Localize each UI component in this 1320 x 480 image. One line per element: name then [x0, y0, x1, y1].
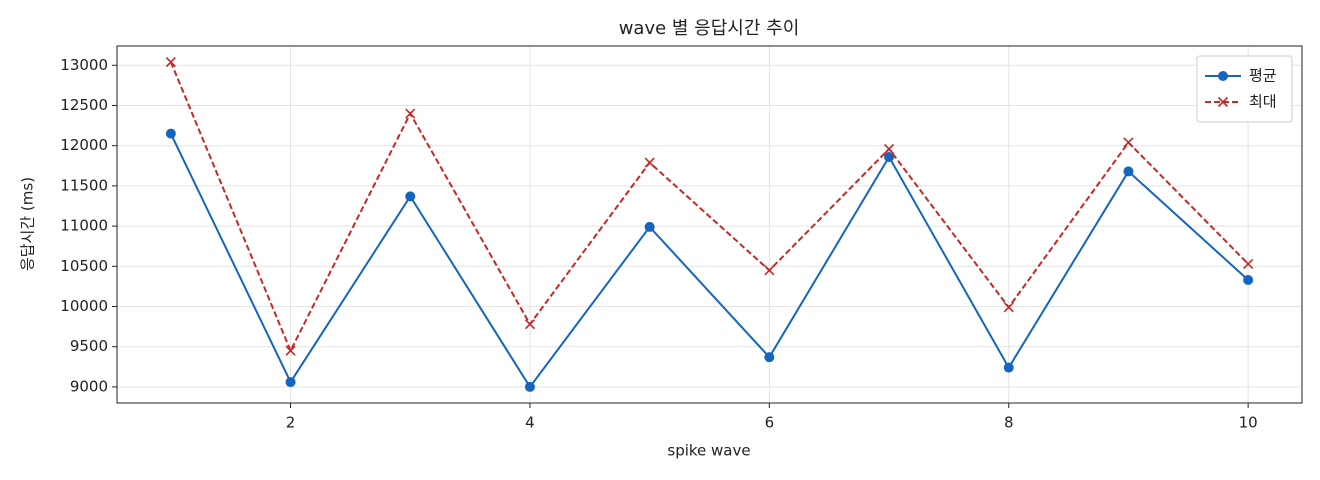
- marker: [285, 345, 296, 356]
- marker: [883, 143, 895, 154]
- y-tick-label: 11000: [60, 217, 108, 235]
- y-tick-label: 11500: [60, 176, 108, 194]
- y-tick-label: 10000: [60, 297, 108, 315]
- legend-box: [1196, 55, 1293, 123]
- y-tick-label: 12500: [60, 96, 108, 114]
- series-line: [169, 133, 1249, 389]
- marker: [1003, 362, 1014, 373]
- y-tick-label: 12000: [60, 136, 108, 154]
- marker: [285, 377, 296, 388]
- plot-frame: [116, 45, 1303, 404]
- x-tick-label: 4: [525, 414, 535, 432]
- x-axis-label: spike wave: [667, 442, 750, 460]
- marker: [524, 319, 536, 330]
- x-tick-label: 2: [286, 414, 296, 432]
- marker: [1003, 302, 1014, 313]
- y-tick-label: 10500: [60, 257, 108, 275]
- marker: [1243, 274, 1254, 285]
- marker: [405, 191, 416, 202]
- marker: [165, 57, 176, 68]
- marker: [644, 221, 655, 232]
- legend-marker: [1217, 96, 1229, 108]
- marker: [524, 381, 535, 392]
- marker: [1123, 137, 1134, 148]
- legend-label: 평균: [1249, 67, 1277, 85]
- marker: [165, 128, 176, 139]
- marker: [764, 265, 775, 276]
- series-line: [169, 61, 1249, 354]
- y-tick-label: 9500: [70, 337, 108, 355]
- y-tick-label: 9000: [70, 377, 108, 395]
- legend-marker: [1218, 71, 1228, 81]
- x-tick-label: 8: [1004, 414, 1014, 432]
- y-tick-label: 13000: [60, 56, 108, 74]
- legend-label: 최대: [1249, 93, 1277, 111]
- marker: [644, 157, 655, 168]
- marker: [764, 352, 775, 363]
- x-tick-label: 10: [1239, 414, 1258, 432]
- marker: [884, 151, 895, 162]
- marker: [1243, 258, 1254, 269]
- y-axis-label: 응답시간 (ms): [19, 177, 37, 271]
- x-tick-label: 6: [765, 414, 775, 432]
- chart-title: wave 별 응답시간 추이: [619, 18, 800, 39]
- marker: [405, 108, 416, 119]
- marker: [1123, 166, 1134, 177]
